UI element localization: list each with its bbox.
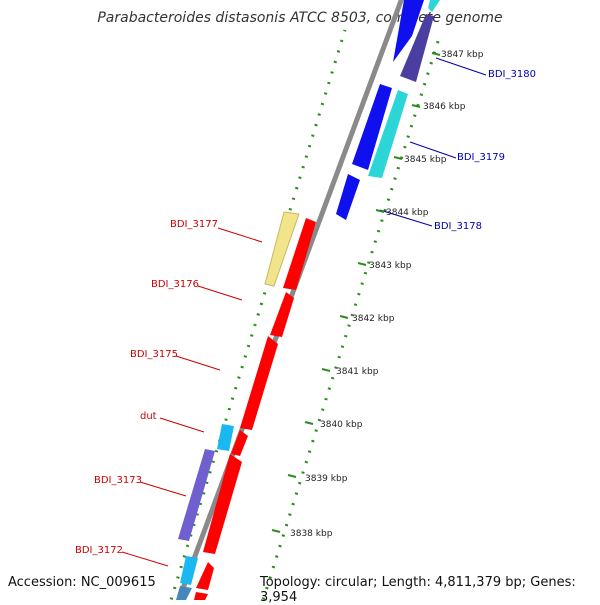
gene-bdi-3178[interactable] — [336, 174, 360, 220]
gene-label-bdi-3179[interactable]: BDI_3179 — [457, 152, 505, 163]
gene-bdi-3179-blue[interactable] — [352, 84, 392, 170]
genome-summary-text: Topology: circular; Length: 4,811,379 bp… — [260, 575, 576, 605]
tick-label: 3847 kbp — [441, 50, 484, 60]
gene-red-3173[interactable] — [203, 454, 242, 554]
gene-red-3172[interactable] — [196, 562, 214, 590]
reverse-gene-labels: BDI_3180 BDI_3179 BDI_3178 — [434, 69, 536, 232]
gene-label-bdi-3176[interactable]: BDI_3176 — [151, 279, 199, 290]
gene-label-bdi-3180[interactable]: BDI_3180 — [488, 69, 536, 80]
tick-label: 3846 kbp — [423, 102, 466, 112]
tick-marks — [271, 52, 441, 533]
tick-label: 3842 kbp — [352, 314, 395, 324]
gene-label-bdi-3173[interactable]: BDI_3173 — [94, 475, 142, 486]
gene-bdi-3176[interactable] — [270, 292, 294, 337]
forward-gene-labels: BDI_3177 BDI_3176 BDI_3175 dut BDI_3173 … — [75, 219, 218, 556]
gene-bdi-3175[interactable] — [240, 336, 278, 430]
gene-red-dut[interactable] — [231, 430, 248, 456]
tick-label: 3840 kbp — [320, 420, 363, 430]
tick-label: 3844 kbp — [386, 208, 429, 218]
gene-label-bdi-3175[interactable]: BDI_3175 — [130, 349, 178, 360]
gene-label-bdi-3172[interactable]: BDI_3172 — [75, 545, 123, 556]
gene-bottom-blue[interactable] — [176, 586, 192, 600]
gene-bdi-3176-upper[interactable] — [283, 218, 316, 290]
gene-bdi-3179[interactable] — [368, 90, 408, 178]
reverse-connectors — [379, 57, 487, 227]
gene-bdi-3173[interactable] — [178, 449, 215, 541]
tick-label: 3845 kbp — [404, 155, 447, 165]
inner-dotted-ring — [261, 34, 442, 600]
gene-bdi-3177[interactable] — [264, 211, 300, 287]
gene-label-bdi-3178[interactable]: BDI_3178 — [434, 221, 482, 232]
tick-label: 3841 kbp — [336, 367, 379, 377]
forward-connectors — [121, 227, 263, 567]
tick-labels: 3847 kbp 3846 kbp 3845 kbp 3844 kbp 3843… — [290, 50, 484, 539]
tick-label: 3838 kbp — [290, 529, 333, 539]
gene-bottom-red[interactable] — [194, 592, 208, 600]
tick-label: 3843 kbp — [369, 261, 412, 271]
gene-bdi-3180[interactable] — [400, 14, 434, 82]
reverse-genes — [336, 0, 440, 220]
accession-text: Accession: NC_009615 — [8, 575, 156, 590]
forward-genes — [176, 211, 316, 600]
gene-label-dut[interactable]: dut — [140, 411, 157, 422]
tick-label: 3839 kbp — [305, 474, 348, 484]
gene-label-bdi-3177[interactable]: BDI_3177 — [170, 219, 218, 230]
gene-dut[interactable] — [217, 424, 234, 451]
gene-bdi-3180-blue[interactable] — [393, 0, 424, 62]
gene-bdi-3172[interactable] — [180, 556, 198, 585]
gene-bdi-3180-cyan[interactable] — [428, 0, 440, 12]
